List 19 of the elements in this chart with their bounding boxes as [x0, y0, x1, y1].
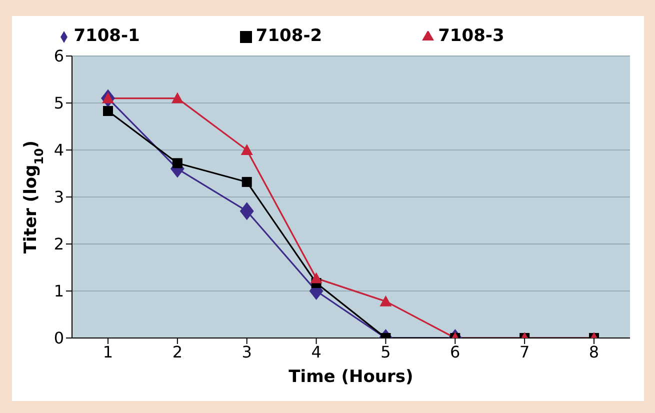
x-tick-label: 1 — [102, 342, 114, 362]
y-tick-label: 5 — [54, 94, 64, 113]
x-tick-label: 5 — [380, 342, 391, 362]
x-tick-label: 3 — [242, 342, 252, 362]
y-tick-label: 0 — [54, 328, 64, 348]
y-tick-label: 3 — [54, 188, 64, 207]
y-tick-label: 1 — [54, 282, 64, 301]
x-tick-label: 8 — [588, 342, 600, 362]
legend-label: 7108-1 — [74, 26, 140, 46]
x-tick-label: 2 — [172, 342, 183, 362]
legend-label: 7108-2 — [256, 26, 322, 46]
x-tick-label: 7 — [519, 342, 530, 362]
x-axis-title: Time (Hours) — [288, 367, 414, 387]
legend-label: 7108-3 — [438, 26, 504, 46]
x-tick-label: 6 — [450, 342, 460, 362]
y-tick-label: 6 — [54, 46, 64, 66]
x-tick-label: 4 — [311, 342, 322, 362]
y-tick-label: 2 — [54, 234, 64, 254]
y-tick-label: 4 — [54, 140, 64, 160]
